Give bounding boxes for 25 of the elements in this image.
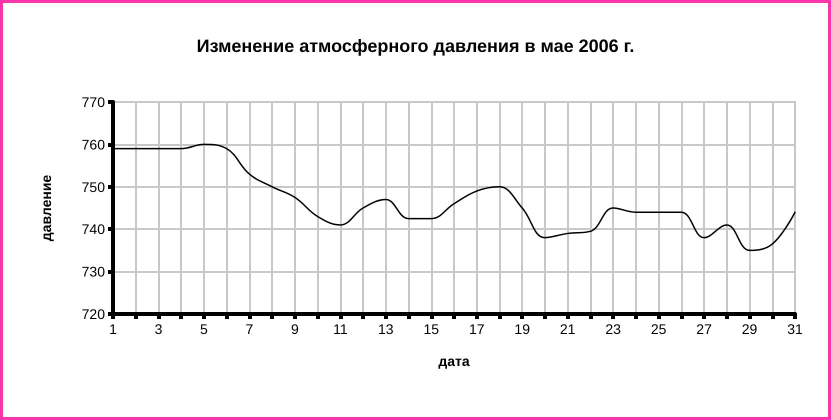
chart-title: Изменение атмосферного давления в мае 2006 г.: [196, 36, 634, 56]
x-tick-label: 31: [787, 321, 803, 337]
x-tick-label: 15: [423, 321, 440, 337]
y-axis-title: давление: [38, 174, 54, 242]
x-axis-title: дата: [438, 353, 470, 369]
x-tick-label: 11: [333, 321, 348, 337]
x-tick-label: 7: [246, 321, 254, 337]
x-tick-label: 1: [109, 321, 118, 337]
y-tick-label: 730: [82, 264, 106, 280]
y-tick-label: 740: [82, 221, 106, 238]
x-tick-label: 29: [742, 321, 758, 337]
x-tick-label: 13: [378, 321, 394, 337]
x-tick-label: 5: [200, 321, 208, 337]
x-tick-label: 17: [468, 321, 485, 337]
x-tick-label: 19: [514, 321, 530, 337]
x-tick-label: 21: [560, 321, 576, 337]
x-tick-label: 25: [650, 321, 667, 337]
x-tick-label: 27: [696, 321, 712, 337]
x-tick-label: 9: [290, 321, 299, 337]
x-tick-label: 3: [154, 321, 163, 337]
x-tick-label: 23: [605, 321, 622, 337]
y-tick-label: 750: [82, 178, 106, 195]
y-tick-label: 720: [82, 306, 106, 322]
y-tick-label: 770: [82, 94, 106, 110]
y-tick-label: 760: [82, 136, 106, 152]
